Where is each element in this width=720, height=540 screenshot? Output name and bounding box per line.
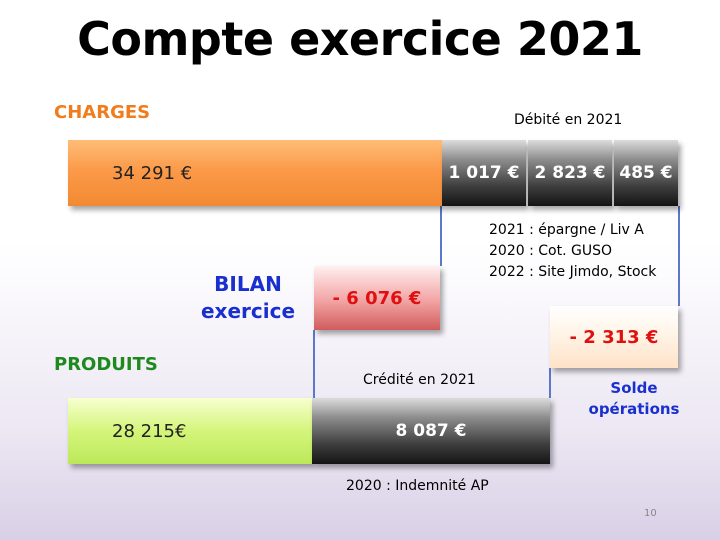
charges-main-value: 34 291 €	[112, 162, 193, 184]
produits-label: PRODUITS	[54, 354, 158, 375]
bilan-value: - 6 076 €	[332, 287, 422, 309]
connector-charges-solde	[678, 206, 680, 306]
bilan-label: BILAN exercice	[196, 271, 300, 325]
charges-segment-1-value: 1 017 €	[448, 163, 520, 183]
credit-caption: Crédité en 2021	[363, 372, 476, 388]
charges-segment-2-value: 2 823 €	[534, 163, 606, 183]
connector-charges-bilan	[440, 206, 442, 266]
bilan-line-2: exercice	[200, 299, 296, 323]
page-title: Compte exercice 2021	[77, 12, 643, 66]
solde-label: Solde opérations	[588, 378, 680, 420]
charges-segment-1: 1 017 €	[442, 140, 526, 206]
charges-note-3: 2022 : Site Jimdo, Stock	[489, 264, 657, 280]
charges-note-1: 2021 : épargne / Liv A	[489, 222, 644, 238]
solde-value-box: - 2 313 €	[550, 306, 678, 368]
solde-value: - 2 313 €	[569, 326, 659, 348]
charges-main-bar: 34 291 €	[68, 140, 442, 206]
produits-credit-bar: 8 087 €	[312, 398, 550, 464]
charges-label: CHARGES	[54, 102, 151, 123]
bilan-line-1: BILAN	[214, 272, 282, 296]
produits-main-value: 28 215€	[112, 420, 187, 442]
connector-solde-produits	[549, 368, 551, 398]
solde-line-1: Solde	[610, 379, 658, 397]
connector-bilan-produits	[313, 330, 315, 398]
charges-notes: 2021 : épargne / Liv A 2020 : Cot. GUSO …	[489, 220, 656, 283]
bilan-value-box: - 6 076 €	[314, 266, 440, 330]
debit-caption: Débité en 2021	[514, 112, 623, 128]
charges-note-2: 2020 : Cot. GUSO	[489, 243, 612, 259]
page-number: 10	[644, 508, 657, 519]
solde-line-2: opérations	[588, 400, 680, 418]
produits-note: 2020 : Indemnité AP	[346, 478, 489, 494]
charges-segment-2: 2 823 €	[528, 140, 612, 206]
charges-segment-3: 485 €	[614, 140, 678, 206]
charges-segment-3-value: 485 €	[619, 163, 673, 183]
produits-main-bar: 28 215€	[68, 398, 312, 464]
produits-credit-value: 8 087 €	[395, 421, 467, 441]
